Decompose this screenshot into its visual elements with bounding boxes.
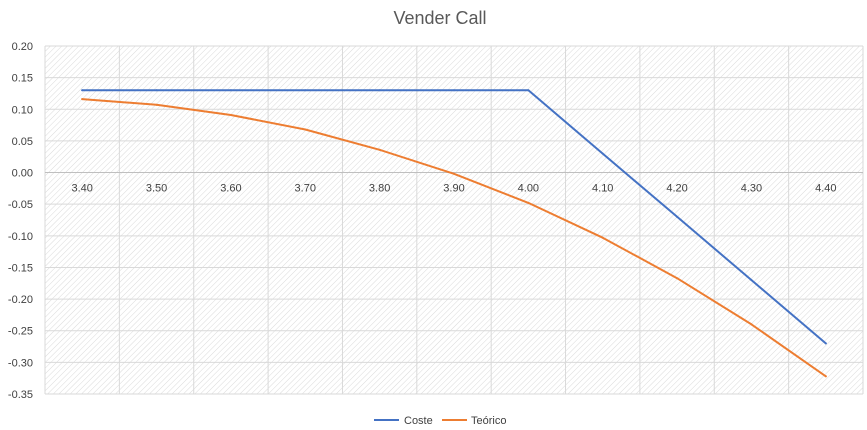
y-tick-label: 0.00 [12,168,33,180]
data-point [378,89,381,92]
plot-area [45,46,863,394]
data-point [304,89,307,92]
data-point [453,89,455,92]
y-tick-label: -0.25 [8,326,33,338]
data-point [601,236,604,239]
x-tick-label: 4.40 [815,183,836,195]
data-point [750,279,753,282]
x-tick-label: 4.30 [741,183,762,195]
y-tick-label: 0.20 [12,41,33,53]
gridlines [44,45,864,395]
data-point [155,103,158,106]
data-point [81,89,84,92]
legend-label: Coste [404,415,433,427]
x-tick-label: 3.50 [146,183,167,195]
data-point [378,148,381,151]
x-tick-label: 4.10 [592,183,613,195]
y-tick-label: 0.05 [12,136,33,148]
data-point [453,172,455,175]
data-point [229,89,232,92]
x-tick-label: 3.70 [295,183,316,195]
x-tick-label: 4.20 [666,183,687,195]
y-tick-label: -0.15 [8,262,33,274]
y-tick-label: -0.30 [8,357,33,369]
data-point [824,342,827,345]
y-tick-label: -0.05 [8,199,33,211]
series-lines [81,89,827,378]
x-tick-label: 4.00 [518,183,539,195]
data-point [676,277,679,280]
y-tick-label: 0.15 [12,73,33,85]
y-tick-label: -0.20 [8,294,33,306]
y-tick-label: 0.10 [12,104,33,116]
data-point [527,89,530,92]
data-point [155,89,158,92]
data-point [601,152,604,155]
data-point [527,201,530,204]
data-point [304,128,307,131]
axes: 0.20 0.15 0.10 0.05 0.00 -0.05 -0.10 -0.15 -0.20… [8,41,863,401]
data-point [676,215,679,218]
y-tick-label: -0.35 [8,389,33,401]
x-tick-label: 3.90 [443,183,464,195]
x-tick-label: 3.80 [369,183,390,195]
data-point [750,323,753,326]
x-tick-label: 3.40 [71,183,92,195]
x-tick-label: 3.60 [220,183,241,195]
y-tick-label: -0.10 [8,231,33,243]
data-point [81,98,84,101]
data-point [824,375,827,378]
legend-label: Teórico [471,415,506,427]
chart-title: Vender Call [393,8,486,28]
data-point [229,113,232,116]
legend: Coste Teórico [374,415,506,427]
